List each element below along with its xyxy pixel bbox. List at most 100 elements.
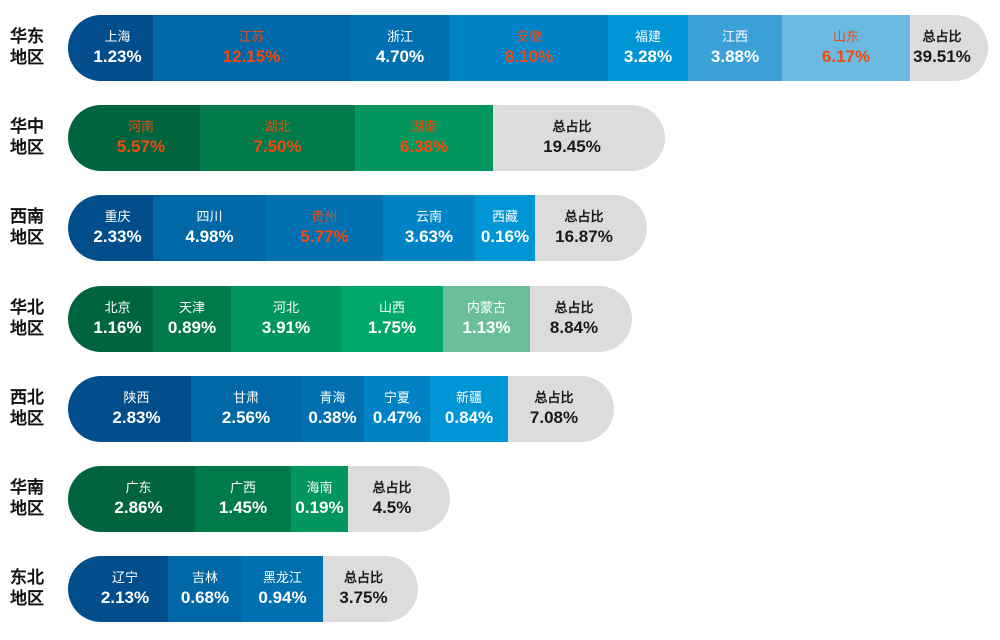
province-segment: 云南 3.63% <box>383 195 475 261</box>
total-label: 总占比 <box>554 300 594 316</box>
province-name: 福建 <box>634 29 661 45</box>
province-segment: 四川 4.98% <box>153 195 266 261</box>
province-value: 0.16% <box>480 226 530 246</box>
province-segment: 西藏 0.16% <box>475 195 535 261</box>
province-name: 天津 <box>178 300 205 316</box>
province-segment: 新疆 0.84% <box>430 376 508 442</box>
province-name: 甘肃 <box>232 390 259 406</box>
province-segment: 安徽 8.10% <box>450 15 608 81</box>
province-value: 1.13% <box>462 317 511 337</box>
province-value: 3.63% <box>404 226 454 246</box>
total-value: 3.75% <box>339 587 388 607</box>
region-label: 华北 地区 <box>10 298 44 339</box>
province-segment: 黑龙江 0.94% <box>242 556 323 622</box>
province-segment: 江苏 12.15% <box>153 15 350 81</box>
province-segment: 湖北 7.50% <box>200 105 355 171</box>
province-segment: 宁夏 0.47% <box>364 376 430 442</box>
province-name: 四川 <box>196 209 223 225</box>
province-name: 北京 <box>104 300 131 316</box>
total-value: 19.45% <box>543 136 601 156</box>
region-bar-row: 上海 1.23% 江苏 12.15% 浙江 4.70% 安徽 8.10% 福建 3.28% 江西 3.… <box>68 15 988 81</box>
province-value: 0.47% <box>372 407 422 427</box>
province-name: 宁夏 <box>383 390 410 406</box>
province-segment: 河南 5.57% <box>68 105 200 171</box>
province-value: 1.75% <box>367 317 417 337</box>
province-value: 2.13% <box>100 587 150 607</box>
province-name: 河北 <box>272 300 299 316</box>
region-bar-row: 北京 1.16% 天津 0.89% 河北 3.91% 山西 1.75% 内蒙古 1.13% 总占比 8… <box>68 286 632 352</box>
total-label: 总占比 <box>534 390 574 406</box>
region-total-segment: 总占比 39.51% <box>910 15 988 81</box>
region-bar-row: 广东 2.86% 广西 1.45% 海南 0.19% 总占比 4.5% <box>68 466 450 532</box>
province-value: 0.68% <box>180 587 230 607</box>
province-name: 山西 <box>378 300 405 316</box>
province-value: 0.19% <box>295 497 344 517</box>
province-name: 贵州 <box>311 209 338 225</box>
province-name: 内蒙古 <box>466 300 506 316</box>
province-segment: 江西 3.88% <box>688 15 782 81</box>
region-total-segment: 总占比 8.84% <box>530 286 632 352</box>
total-label: 总占比 <box>922 29 962 45</box>
province-value: 1.23% <box>93 46 142 66</box>
province-value: 0.89% <box>167 317 217 337</box>
province-name: 广东 <box>125 480 152 496</box>
total-value: 39.51% <box>913 46 971 66</box>
province-value: 0.38% <box>308 407 357 427</box>
province-value: 3.91% <box>261 317 311 337</box>
province-segment: 甘肃 2.56% <box>191 376 301 442</box>
region-label: 西南 地区 <box>10 207 44 248</box>
province-segment: 海南 0.19% <box>291 466 348 532</box>
region-label: 华中 地区 <box>10 117 44 158</box>
province-segment: 上海 1.23% <box>68 15 153 81</box>
province-name: 海南 <box>306 480 333 496</box>
province-value: 2.33% <box>93 226 142 246</box>
province-name: 陕西 <box>123 390 150 406</box>
province-name: 湖北 <box>264 119 291 135</box>
total-label: 总占比 <box>343 570 383 586</box>
province-name: 安徽 <box>515 29 542 45</box>
province-value: 12.15% <box>222 46 281 66</box>
total-value: 7.08% <box>529 407 579 427</box>
province-value: 6.17% <box>821 46 871 66</box>
region-label: 东北 地区 <box>10 568 44 609</box>
province-name: 吉林 <box>191 570 218 586</box>
province-value: 1.16% <box>93 317 142 337</box>
province-segment: 浙江 4.70% <box>350 15 450 81</box>
province-segment: 青海 0.38% <box>301 376 364 442</box>
total-value: 8.84% <box>549 317 599 337</box>
province-segment: 贵州 5.77% <box>266 195 383 261</box>
province-name: 山东 <box>832 29 859 45</box>
region-label: 华东 地区 <box>10 27 44 68</box>
province-segment: 河北 3.91% <box>231 286 341 352</box>
province-value: 5.57% <box>116 136 166 156</box>
province-value: 0.94% <box>258 587 307 607</box>
province-value: 7.50% <box>253 136 302 156</box>
province-value: 1.45% <box>218 497 268 517</box>
province-segment: 重庆 2.33% <box>68 195 153 261</box>
province-value: 8.10% <box>504 46 554 66</box>
province-name: 浙江 <box>386 29 413 45</box>
province-name: 江苏 <box>238 29 265 45</box>
province-segment: 山东 6.17% <box>782 15 910 81</box>
total-value: 16.87% <box>555 226 613 246</box>
region-total-segment: 总占比 4.5% <box>348 466 450 532</box>
province-segment: 福建 3.28% <box>608 15 688 81</box>
province-name: 湖南 <box>410 119 437 135</box>
province-name: 西藏 <box>491 209 518 225</box>
region-label: 西北 地区 <box>10 388 44 429</box>
province-value: 2.56% <box>221 407 271 427</box>
region-bar-row: 河南 5.57% 湖北 7.50% 湖南 6.38% 总占比 19.45% <box>68 105 665 171</box>
province-value: 6.38% <box>399 136 449 156</box>
province-value: 4.98% <box>185 226 234 246</box>
province-segment: 天津 0.89% <box>153 286 231 352</box>
province-value: 4.70% <box>375 46 425 66</box>
province-value: 0.84% <box>444 407 494 427</box>
province-segment: 山西 1.75% <box>341 286 443 352</box>
province-segment: 湖南 6.38% <box>355 105 493 171</box>
region-total-segment: 总占比 3.75% <box>323 556 418 622</box>
province-segment: 陕西 2.83% <box>68 376 191 442</box>
province-value: 2.86% <box>114 497 163 517</box>
province-name: 上海 <box>104 29 131 45</box>
province-name: 广西 <box>229 480 256 496</box>
region-bar-row: 重庆 2.33% 四川 4.98% 贵州 5.77% 云南 3.63% 西藏 0.16% 总占比 16… <box>68 195 647 261</box>
